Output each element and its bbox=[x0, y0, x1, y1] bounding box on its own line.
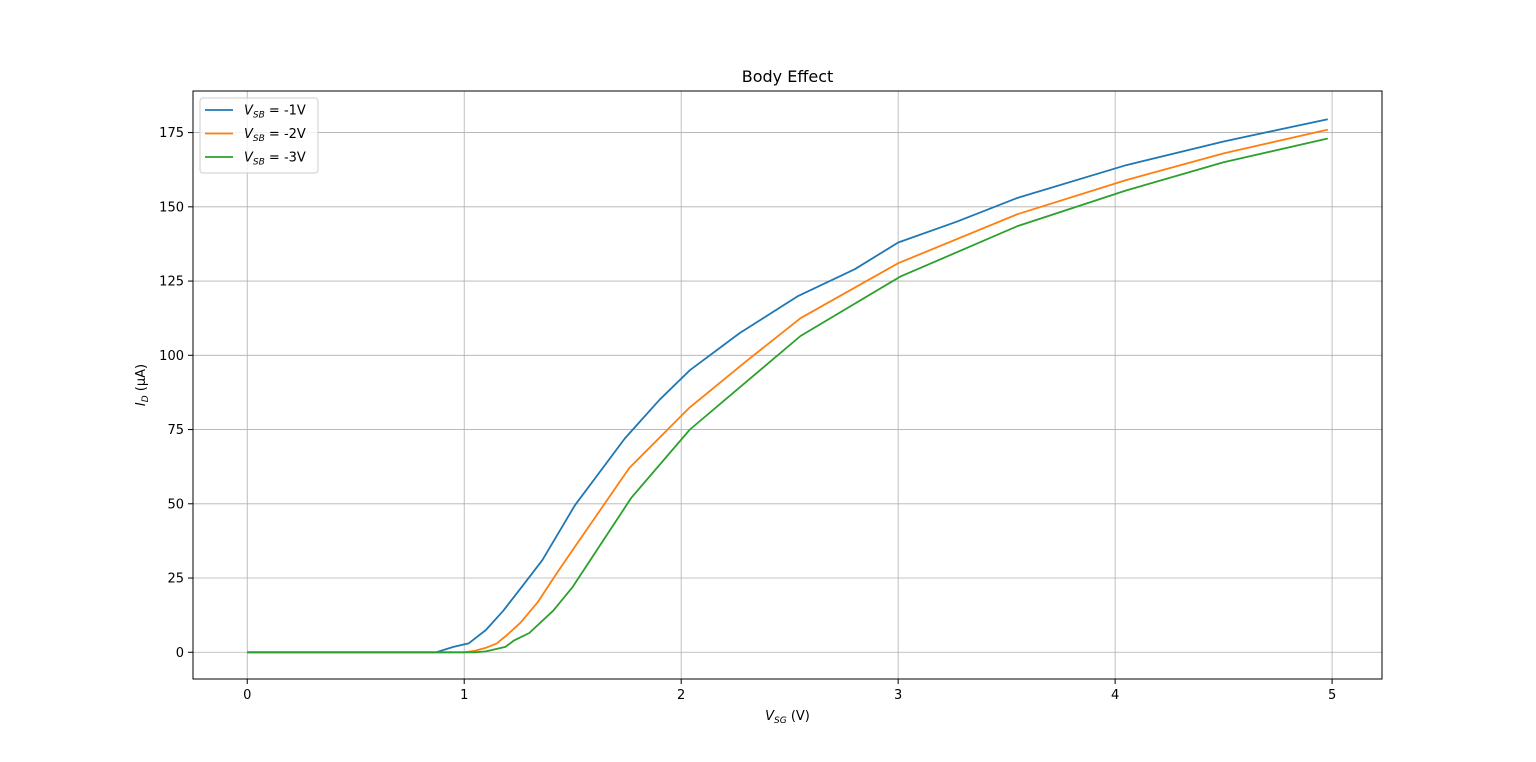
x-tick-label: 1 bbox=[460, 688, 468, 703]
y-tick-label: 125 bbox=[159, 275, 184, 290]
y-tick-label: 150 bbox=[159, 200, 184, 215]
grid bbox=[193, 91, 1382, 679]
x-tick-label: 3 bbox=[894, 688, 902, 703]
y-axis-label-sub: D bbox=[141, 395, 151, 402]
x-tick-label: 2 bbox=[677, 688, 685, 703]
legend-label-2: VSB = -2V bbox=[244, 127, 306, 144]
y-tick-label: 0 bbox=[176, 646, 184, 661]
series-lines bbox=[247, 118, 1329, 654]
legend: VSB = -1V VSB = -2V VSB = -3V bbox=[199, 97, 319, 174]
x-axis-ticks: 0 1 2 3 4 5 bbox=[243, 679, 1336, 703]
x-axis-label: VSG (V) bbox=[765, 709, 810, 726]
x-axis-label-sub: SG bbox=[774, 716, 787, 726]
plot-area bbox=[193, 91, 1382, 679]
legend-label-1: VSB = -1V bbox=[244, 104, 306, 121]
y-tick-label: 25 bbox=[167, 572, 184, 587]
y-tick-label: 75 bbox=[167, 423, 184, 438]
series-line-1 bbox=[247, 118, 1328, 654]
y-tick-label: 50 bbox=[167, 497, 184, 512]
chart-title: Body Effect bbox=[742, 67, 834, 86]
x-tick-label: 0 bbox=[243, 688, 251, 703]
plot-frame bbox=[192, 90, 1383, 680]
y-axis-label-unit: (μA) bbox=[134, 364, 149, 395]
series-line-3 bbox=[247, 137, 1329, 654]
x-axis-label-main: V bbox=[765, 709, 775, 724]
y-axis-label: ID (μA) bbox=[134, 364, 151, 406]
legend-label-3: VSB = -3V bbox=[244, 151, 306, 168]
x-tick-label: 5 bbox=[1328, 688, 1336, 703]
y-axis-ticks: 0 25 50 75 100 125 150 175 bbox=[159, 126, 193, 661]
legend-box bbox=[199, 97, 319, 174]
y-tick-label: 175 bbox=[159, 126, 184, 141]
y-tick-label: 100 bbox=[159, 349, 184, 364]
series-line-2 bbox=[247, 128, 1329, 654]
x-tick-label: 4 bbox=[1111, 688, 1119, 703]
x-axis-label-unit: (V) bbox=[787, 709, 810, 724]
y-axis-label-main: I bbox=[134, 402, 149, 406]
